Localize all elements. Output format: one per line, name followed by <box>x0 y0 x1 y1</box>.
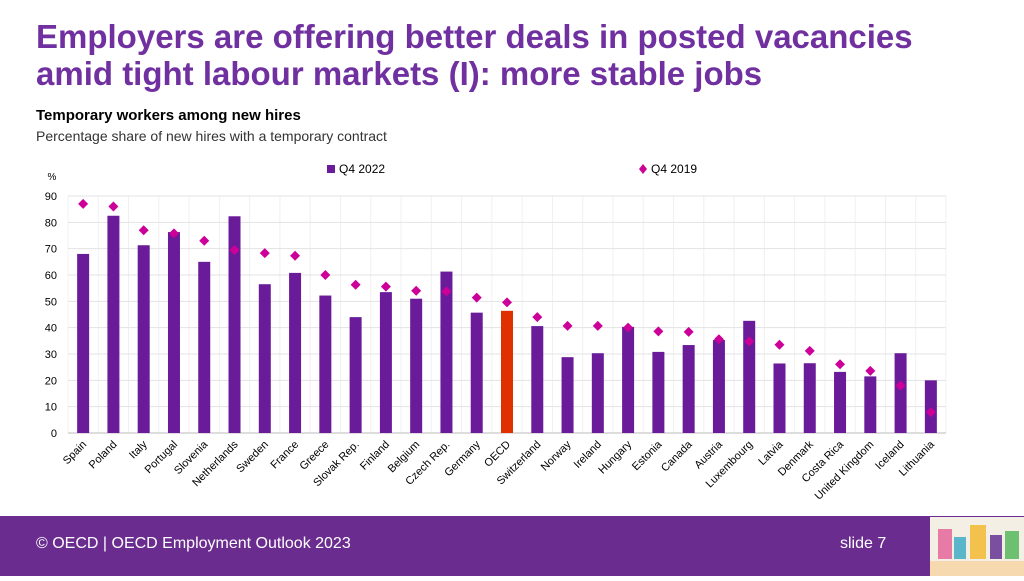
bar-denmark <box>803 363 816 433</box>
bar-norway <box>561 357 574 433</box>
bar-luxembourg <box>743 320 756 433</box>
y-tick-label: 0 <box>51 428 57 440</box>
legend-label-q4-2022: Q4 2022 <box>339 162 385 176</box>
marker-portugal <box>168 228 179 239</box>
marker-estonia <box>653 326 664 337</box>
marker-costa-rica <box>835 359 846 370</box>
x-tick-label: Norway <box>539 438 574 473</box>
marker-spain <box>78 198 89 209</box>
x-tick-label: Italy <box>127 438 150 461</box>
slide-title: Employers are offering better deals in p… <box>36 18 913 92</box>
bar-sweden <box>258 284 271 433</box>
x-tick-label: Poland <box>87 439 120 472</box>
bar-switzerland <box>531 326 544 433</box>
y-tick-label: 50 <box>45 296 57 308</box>
bar-slovak-rep- <box>349 317 362 433</box>
marker-czech-rep- <box>441 286 452 297</box>
marker-luxembourg <box>744 336 755 347</box>
marker-lithuania <box>925 407 936 418</box>
legend-bar-swatch <box>327 165 335 173</box>
footer-source: © OECD | OECD Employment Outlook 2023 <box>36 535 351 552</box>
bar-austria <box>712 340 725 433</box>
marker-germany <box>471 292 482 303</box>
legend-marker-swatch <box>639 164 647 174</box>
marker-oecd <box>502 297 512 308</box>
marker-latvia <box>774 339 785 350</box>
marker-norway <box>562 320 573 331</box>
marker-austria <box>713 334 724 345</box>
y-tick-label: 70 <box>45 244 57 256</box>
bar-germany <box>470 312 483 433</box>
bar-czech-rep- <box>440 271 453 433</box>
marker-slovak-rep- <box>350 279 361 290</box>
marker-united-kingdom <box>865 365 876 376</box>
y-tick-label: 60 <box>45 270 57 282</box>
bar-italy <box>137 245 150 433</box>
bar-greece <box>319 295 332 433</box>
bar-ireland <box>591 353 604 433</box>
y-axis-unit: % <box>48 172 57 183</box>
marker-france <box>290 250 301 261</box>
bar-hungary <box>622 326 635 433</box>
bar-france <box>289 272 302 433</box>
bar-slovenia <box>198 261 211 433</box>
bar-estonia <box>652 351 665 433</box>
marker-slovenia <box>199 235 210 246</box>
y-tick-label: 30 <box>45 349 57 361</box>
marker-finland <box>380 281 391 292</box>
footer: © OECD | OECD Employment Outlook 2023 sl… <box>0 516 1024 576</box>
y-tick-label: 40 <box>45 323 57 335</box>
chart-subtitle: Percentage share of new hires with a tem… <box>36 128 387 144</box>
marker-switzerland <box>532 312 543 323</box>
bar-oecd <box>501 310 513 433</box>
chart-title: Temporary workers among new hires <box>36 107 301 124</box>
bar-netherlands <box>228 216 241 433</box>
x-tick-label: Spain <box>61 439 89 467</box>
slide-number: slide 7 <box>840 535 887 552</box>
bar-latvia <box>773 363 786 433</box>
bar-united-kingdom <box>864 376 877 433</box>
x-tick-label: Canada <box>659 438 695 474</box>
x-tick-label: Hungary <box>596 438 634 476</box>
marker-poland <box>108 201 119 212</box>
marker-canada <box>683 326 694 337</box>
marker-italy <box>138 225 149 236</box>
bar-canada <box>682 345 695 433</box>
outlook-illustration-logo <box>930 517 1024 576</box>
bar-portugal <box>167 232 180 433</box>
bar-belgium <box>410 298 423 433</box>
bar-lithuania <box>924 380 937 433</box>
marker-greece <box>320 270 331 280</box>
bar-iceland <box>894 353 907 433</box>
marker-denmark <box>804 345 815 356</box>
y-tick-label: 80 <box>45 217 57 229</box>
marker-sweden <box>259 248 270 259</box>
x-tick-label: Sweden <box>234 439 271 476</box>
legend-label-q4-2019: Q4 2019 <box>651 162 697 176</box>
marker-belgium <box>411 285 422 296</box>
bar-finland <box>379 292 392 433</box>
x-tick-label: France <box>268 439 301 472</box>
marker-ireland <box>592 320 603 331</box>
bar-spain <box>77 253 90 433</box>
y-tick-label: 20 <box>45 375 57 387</box>
y-tick-label: 90 <box>45 191 57 203</box>
marker-iceland <box>895 380 906 391</box>
bar-costa-rica <box>834 371 847 433</box>
y-tick-label: 10 <box>45 402 57 414</box>
bar-poland <box>107 215 120 433</box>
marker-hungary <box>623 322 634 333</box>
marker-netherlands <box>229 244 240 255</box>
